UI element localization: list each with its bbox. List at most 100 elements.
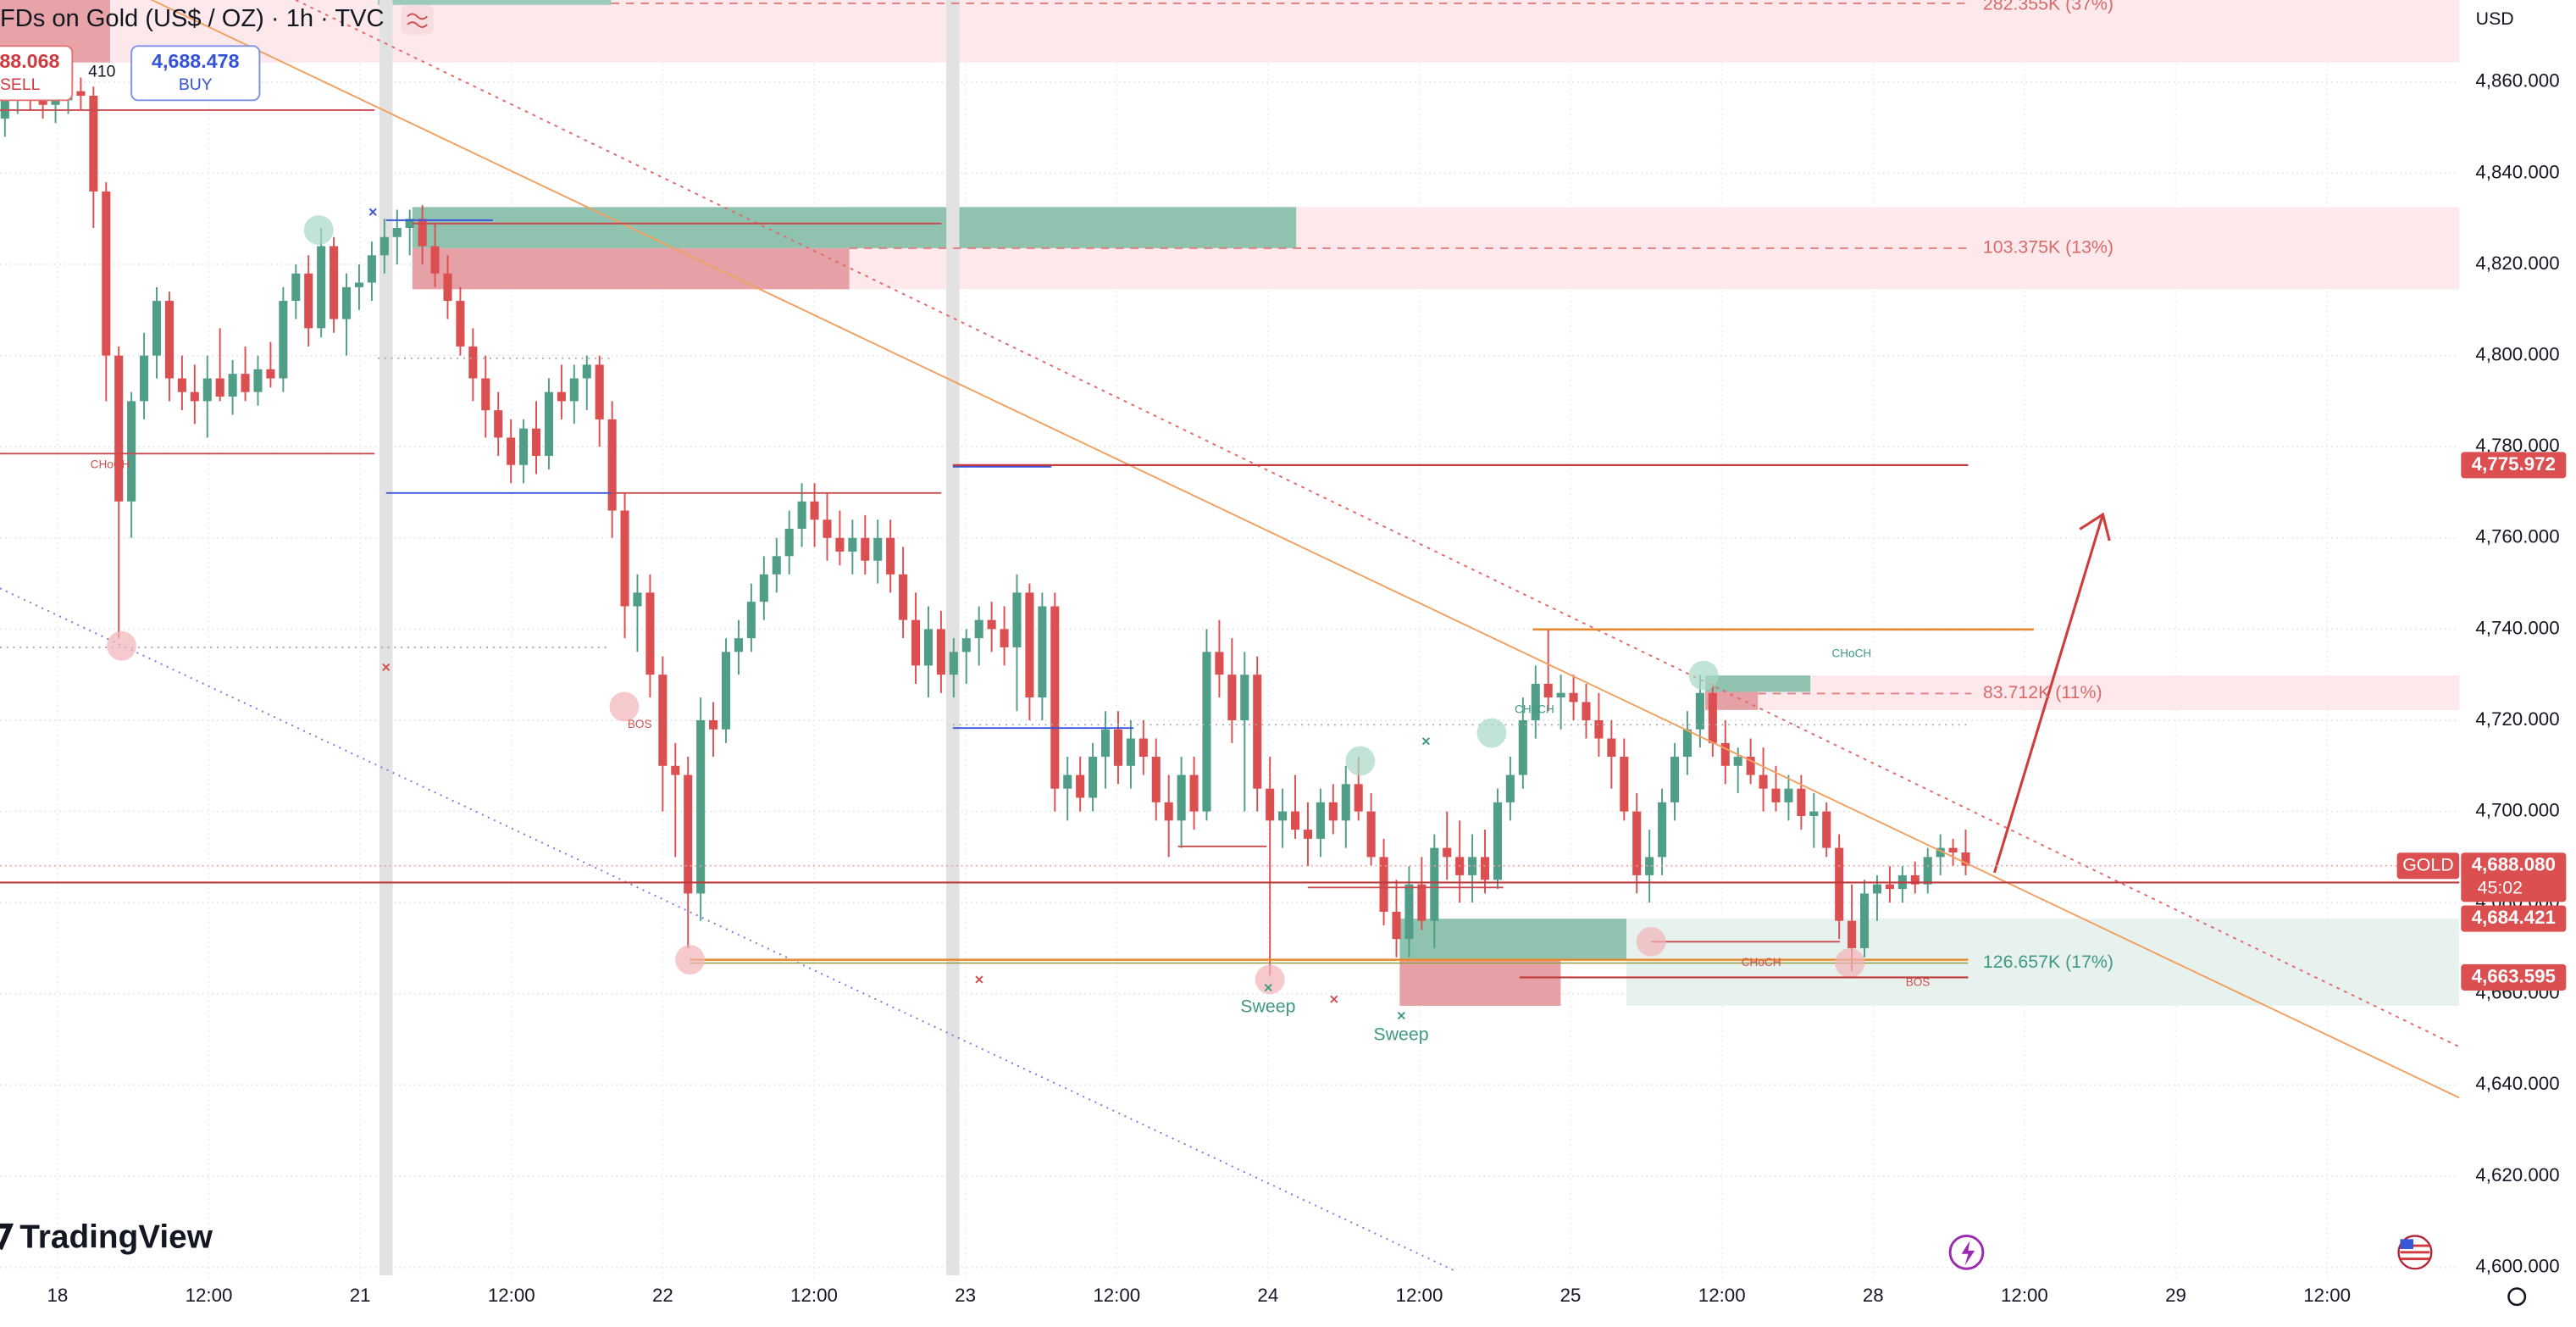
candle-body <box>607 419 617 511</box>
candle-body <box>569 378 579 402</box>
candle-body <box>152 301 162 356</box>
x-tick-label: 12:00 <box>186 1285 233 1306</box>
candle-body <box>405 219 414 228</box>
candle-body <box>1290 811 1300 830</box>
candle-body <box>1569 692 1578 702</box>
x-tick-label: 12:00 <box>1093 1285 1140 1306</box>
buy-label: BUY <box>179 75 213 94</box>
zone <box>1399 919 1627 960</box>
candle-body <box>1227 675 1237 720</box>
buy-price: 4,688.478 <box>152 50 240 72</box>
y-tick-label: 4,820.000 <box>2475 253 2559 274</box>
candle-body <box>215 378 224 397</box>
candle-body <box>1720 742 1730 766</box>
zone <box>412 207 1297 248</box>
candle-body <box>1012 592 1022 647</box>
candle-body <box>1177 775 1186 821</box>
candle-body <box>1872 884 1882 894</box>
candle-body <box>1910 874 1920 885</box>
candle-body <box>1556 692 1565 698</box>
candle-body <box>1392 911 1401 940</box>
candle-body <box>1038 606 1047 698</box>
candle-body <box>1961 852 1970 866</box>
candle-body <box>1468 857 1477 875</box>
price-badge-label: 4,684.421 <box>2472 907 2556 928</box>
annotation: CHoCH <box>91 458 130 470</box>
session-break <box>946 0 960 1276</box>
sell-button[interactable] <box>0 45 74 102</box>
candle-body <box>140 355 149 402</box>
x-tick-label: 25 <box>1560 1285 1582 1306</box>
candle-body <box>1746 757 1755 775</box>
candle-body <box>1759 775 1768 789</box>
annotation: CHoCH <box>1515 702 1554 715</box>
candle-body <box>1505 775 1515 802</box>
candle-body <box>1202 652 1211 812</box>
session-break <box>379 0 393 1276</box>
time-axis <box>0 1278 2576 1327</box>
candle-body <box>671 765 680 775</box>
annotation: 282.355K (37%) <box>1983 0 2113 14</box>
x-tick-label: 12:00 <box>1698 1285 1746 1306</box>
price-badge <box>2461 963 2567 991</box>
trend-line <box>0 587 1454 1272</box>
candle-body <box>1089 757 1098 798</box>
y-tick-label: 4,620.000 <box>2475 1164 2559 1185</box>
candle-body <box>595 364 604 419</box>
candle-body <box>772 556 781 575</box>
x-tick-label: 22 <box>652 1285 673 1306</box>
x-tick-label: 28 <box>1863 1285 1884 1306</box>
candle-body <box>1859 893 1870 948</box>
candle-body <box>899 574 908 620</box>
spread: 410 <box>88 62 116 81</box>
candle-body <box>544 391 554 456</box>
indicator-icon <box>407 13 428 28</box>
candle-body <box>1948 847 1958 852</box>
candle-body <box>392 227 402 237</box>
candle-body <box>531 428 541 456</box>
candle-body <box>468 346 478 379</box>
marker <box>1835 948 1865 978</box>
candle-body <box>1582 702 1591 720</box>
zone <box>1705 675 1811 692</box>
x-tick-label: 21 <box>350 1285 371 1306</box>
marker <box>1345 746 1376 776</box>
marker <box>675 945 706 975</box>
annotation: BOS <box>1906 975 1931 988</box>
marker <box>1255 964 1285 995</box>
candle-body <box>696 719 706 894</box>
candle-body <box>823 519 832 538</box>
zone <box>378 0 612 5</box>
y-tick-label: 4,860.000 <box>2475 70 2559 92</box>
candle-body <box>1366 811 1376 858</box>
candle-body <box>658 675 668 766</box>
candle-body <box>1923 857 1932 885</box>
sell-price: 88.068 <box>0 50 60 72</box>
settings-icon[interactable] <box>2507 1287 2527 1307</box>
price-badge <box>2461 852 2567 902</box>
candle-body <box>797 501 806 530</box>
candle-body <box>848 537 857 552</box>
x-tick-label: 12:00 <box>2303 1285 2351 1306</box>
cross-mark <box>368 208 377 216</box>
candle-body <box>1543 683 1553 698</box>
candle-body <box>1253 675 1262 789</box>
candle-body <box>1822 811 1831 848</box>
candle-body <box>519 428 529 465</box>
marker <box>1636 926 1666 957</box>
indicator-button[interactable] <box>401 4 435 35</box>
cross-mark <box>1264 984 1272 992</box>
buy-button[interactable] <box>130 45 261 102</box>
trend-line <box>150 0 2460 1099</box>
symbol-badge <box>2396 852 2460 880</box>
candle-body <box>1531 683 1540 720</box>
candle-body <box>1126 738 1135 766</box>
marker <box>1476 718 1507 748</box>
candle-body <box>1936 847 1945 858</box>
candle-body <box>507 437 516 465</box>
currency[interactable]: USD <box>2476 8 2514 29</box>
candle-body <box>1784 788 1793 802</box>
candle-body <box>89 95 98 192</box>
